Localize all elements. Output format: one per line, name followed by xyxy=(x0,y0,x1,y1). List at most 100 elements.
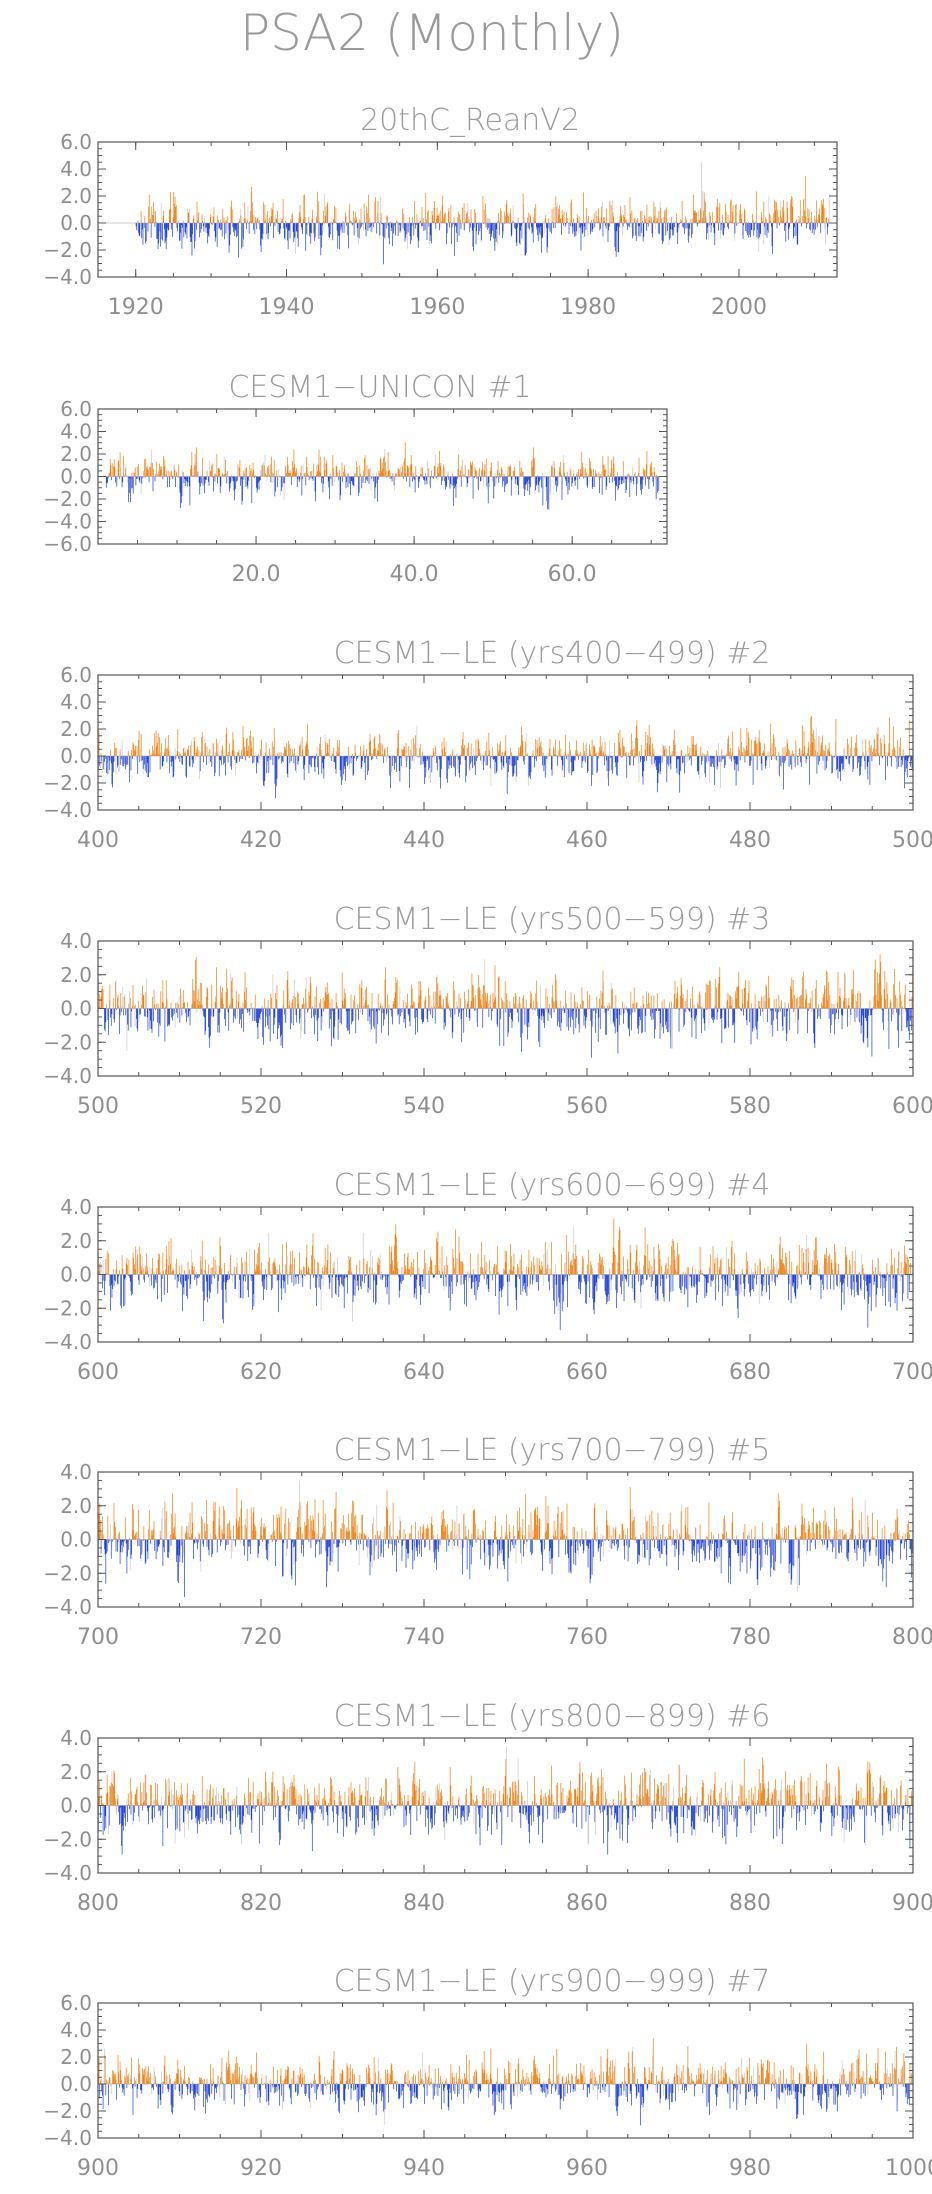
bar xyxy=(605,469,606,477)
bar xyxy=(561,756,562,760)
bar xyxy=(638,756,640,783)
bar xyxy=(167,1274,168,1293)
bar xyxy=(554,468,556,477)
bar xyxy=(568,476,569,483)
bar xyxy=(365,1000,367,1009)
bar xyxy=(779,1006,780,1009)
bar xyxy=(802,725,803,756)
bar xyxy=(265,1008,266,1028)
bar xyxy=(208,1008,209,1027)
bar xyxy=(396,220,398,223)
bar xyxy=(201,1240,203,1275)
bar xyxy=(758,1006,760,1009)
bar xyxy=(212,216,214,223)
bar xyxy=(580,469,581,477)
bar xyxy=(190,465,192,477)
bar xyxy=(460,223,462,230)
bar xyxy=(413,756,415,764)
bar xyxy=(466,476,468,488)
bar xyxy=(319,743,321,756)
bar xyxy=(121,756,122,760)
bar xyxy=(428,756,430,779)
bar xyxy=(138,1274,139,1281)
bar xyxy=(248,476,249,481)
bar xyxy=(746,223,748,233)
bar xyxy=(634,1008,636,1012)
bar xyxy=(249,220,251,223)
bar xyxy=(301,223,303,230)
bar xyxy=(152,476,154,492)
bar xyxy=(360,223,361,229)
bar xyxy=(481,1005,482,1009)
bar xyxy=(837,756,839,779)
bar xyxy=(467,748,469,756)
bar xyxy=(214,756,216,773)
bar xyxy=(610,222,611,223)
bar xyxy=(554,754,556,756)
bar xyxy=(780,1003,782,1009)
bar xyxy=(255,1008,257,1022)
x-tick-label: 20.0 xyxy=(232,562,281,587)
bar xyxy=(550,1008,552,1017)
bar xyxy=(405,473,407,477)
bar xyxy=(203,1008,205,1018)
bar xyxy=(541,747,543,756)
bar xyxy=(574,1001,576,1009)
bar xyxy=(157,1003,159,1009)
bar xyxy=(491,223,493,237)
bar xyxy=(459,1008,461,1013)
bar xyxy=(574,756,575,760)
bar xyxy=(327,223,329,227)
bar xyxy=(214,476,216,482)
bar xyxy=(697,756,699,771)
bar xyxy=(216,738,217,756)
bar xyxy=(575,476,577,480)
bar xyxy=(199,756,200,780)
bar xyxy=(805,755,806,756)
bar xyxy=(236,476,238,481)
bar xyxy=(163,210,165,223)
bar xyxy=(781,1008,783,1027)
bar xyxy=(269,220,271,223)
y-tick-label: −4.0 xyxy=(43,265,92,289)
bar xyxy=(316,986,317,1009)
bar xyxy=(707,223,709,228)
bar xyxy=(732,205,734,223)
bar xyxy=(731,221,733,223)
bar xyxy=(220,985,221,1009)
bar xyxy=(317,1008,319,1042)
bar xyxy=(313,223,315,234)
bar xyxy=(495,223,497,242)
bar xyxy=(226,223,228,239)
bar xyxy=(209,471,211,477)
bar xyxy=(497,470,498,477)
bar xyxy=(583,756,585,761)
bar xyxy=(269,474,270,477)
bar xyxy=(812,1008,814,1012)
bar xyxy=(587,223,589,237)
bar xyxy=(422,467,423,477)
bar xyxy=(273,746,274,756)
bar xyxy=(172,217,174,223)
bar xyxy=(498,976,500,1009)
bar xyxy=(587,474,589,477)
bar xyxy=(107,756,109,775)
bar xyxy=(298,218,300,223)
bar xyxy=(658,756,660,764)
bar xyxy=(611,222,613,223)
bar xyxy=(697,756,698,772)
bar xyxy=(355,1008,357,1034)
bar xyxy=(261,465,263,477)
bar xyxy=(215,996,217,1009)
bar xyxy=(272,756,274,766)
bar xyxy=(546,756,547,759)
bar xyxy=(287,223,288,241)
bar xyxy=(604,469,606,477)
bar xyxy=(678,223,679,228)
bar xyxy=(202,1008,204,1012)
bar xyxy=(152,462,153,477)
bar xyxy=(408,467,409,477)
bar xyxy=(736,987,738,1009)
bar xyxy=(735,203,737,223)
bar xyxy=(575,223,577,236)
